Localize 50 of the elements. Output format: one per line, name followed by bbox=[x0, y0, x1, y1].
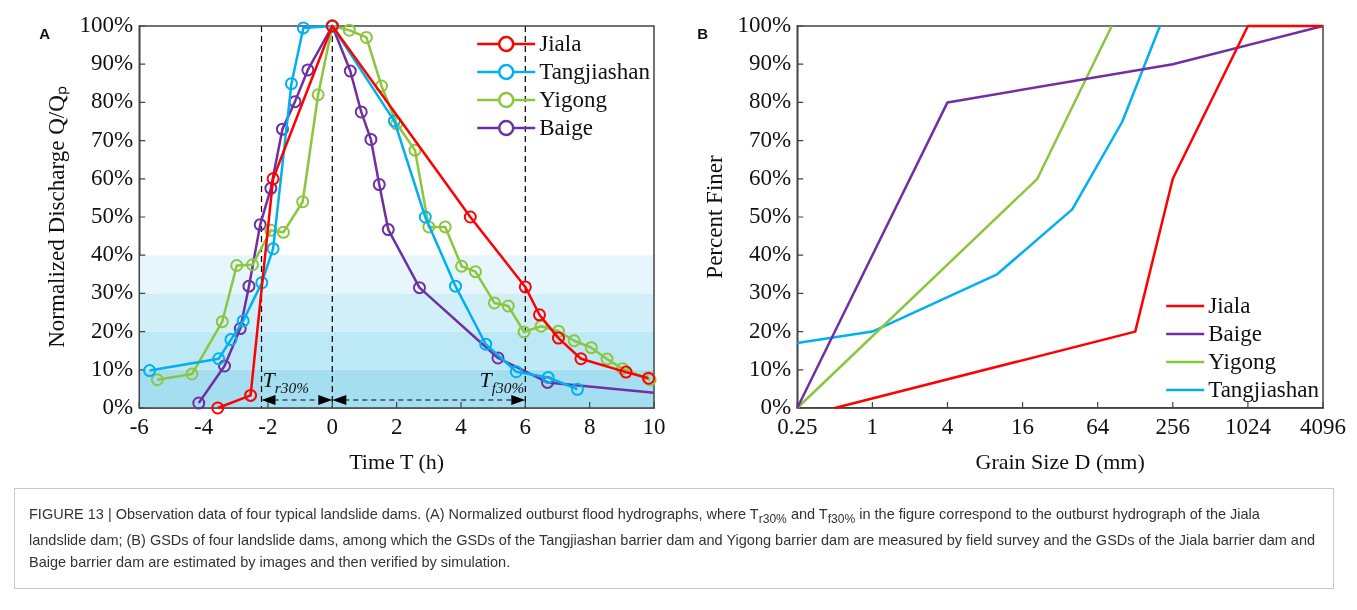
x-tick-label: 0 bbox=[326, 413, 339, 439]
y-tick-label: 20% bbox=[749, 317, 792, 343]
y-tick-label: 50% bbox=[91, 203, 134, 229]
y-tick-label: 30% bbox=[749, 279, 792, 305]
caption: FIGURE 13 | Observation data of four typical landslide dams. (A) Normalized outburst flood hydrographs, where T$_{r30%}$ and T$_{f30%}$ in the figure correspond to the outburst hydrograph of the Jiala landslide dam; (B) GSDs of four landslide dams, among which the GSDs of the Tangjiashan barrier dam and Yigong barrier dam are measured by field survey and the GSDs of the Jiala barrier dam and Baige barrier dam are estimated by images and then verified by simulation. bbox=[14, 488, 1334, 589]
text: A bbox=[39, 24, 51, 42]
x-tick-label: 1024 bbox=[1224, 413, 1272, 439]
y-tick-label: 10% bbox=[91, 355, 134, 381]
x-axis-title: Time T (h) bbox=[349, 448, 445, 474]
y-tick-label: 60% bbox=[91, 164, 134, 190]
y-tick-label: 40% bbox=[91, 241, 134, 267]
y-tick-label: 70% bbox=[749, 126, 792, 152]
y-axis-title: Normalized Discharge Q/Qₚ bbox=[43, 86, 70, 348]
x-tick-label: 4 bbox=[455, 413, 468, 439]
x-tick-label: -2 bbox=[258, 413, 278, 439]
y-tick-label: 50% bbox=[749, 203, 792, 229]
legend-label: Yigong bbox=[1208, 349, 1277, 375]
legend-label: Tangjiashan bbox=[1208, 377, 1320, 403]
y-tick-label: 40% bbox=[749, 241, 792, 267]
x-tick-label: 256 bbox=[1155, 413, 1191, 439]
legend-label: Jiala bbox=[539, 31, 582, 57]
text: B bbox=[697, 24, 709, 42]
legend-label: Yigong bbox=[539, 87, 608, 113]
x-tick-label: 6 bbox=[519, 413, 532, 439]
y-tick-label: 100% bbox=[79, 12, 134, 38]
y-tick-label: 80% bbox=[749, 88, 792, 114]
legend-label: Tangjiashan bbox=[539, 59, 651, 85]
y-tick-label: 100% bbox=[737, 12, 792, 38]
x-tick-label: 16 bbox=[1011, 413, 1035, 439]
x-tick-label: 10 bbox=[642, 413, 666, 439]
legend-label: Baige bbox=[1208, 321, 1262, 347]
y-tick-label: 60% bbox=[749, 164, 792, 190]
x-tick-label: 2 bbox=[390, 413, 403, 439]
y-tick-label: 80% bbox=[91, 88, 134, 114]
x-tick-label: 1 bbox=[866, 413, 879, 439]
x-tick-label: 4 bbox=[941, 413, 954, 439]
x-tick-label: -4 bbox=[194, 413, 214, 439]
legend-label: Jiala bbox=[1208, 293, 1251, 319]
y-tick-label: 30% bbox=[91, 279, 134, 305]
y-tick-label: 70% bbox=[91, 126, 134, 152]
y-axis-title: Percent Finer bbox=[701, 155, 727, 279]
y-tick-label: 90% bbox=[749, 50, 792, 76]
y-tick-label: 10% bbox=[749, 355, 792, 381]
x-tick-label: 4096 bbox=[1300, 413, 1346, 439]
x-tick-label: 64 bbox=[1086, 413, 1110, 439]
y-tick-label: 20% bbox=[91, 317, 134, 343]
x-axis-title: Grain Size D (mm) bbox=[975, 448, 1145, 474]
y-tick-label: 90% bbox=[91, 50, 134, 76]
legend-label: Baige bbox=[539, 115, 593, 141]
x-tick-label: 8 bbox=[583, 413, 596, 439]
